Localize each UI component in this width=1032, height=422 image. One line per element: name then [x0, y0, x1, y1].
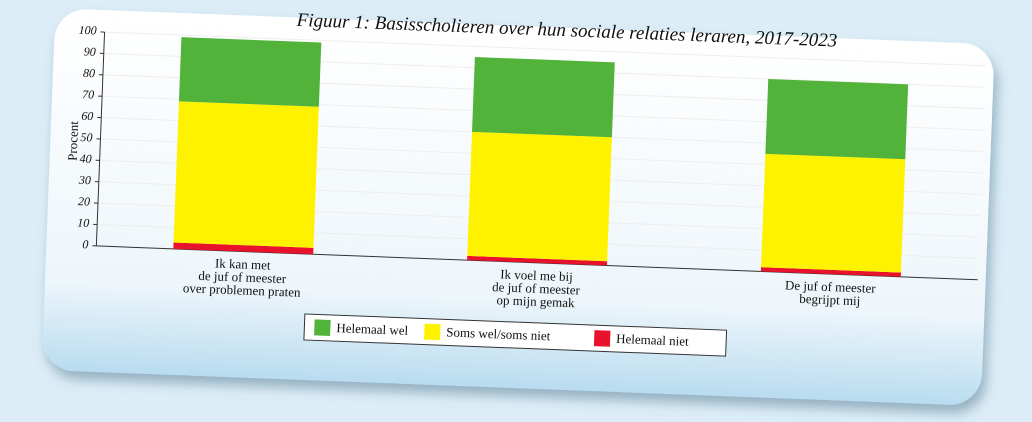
- y-tick-label: 0: [82, 237, 89, 251]
- y-tick-label: 70: [82, 87, 95, 101]
- legend-swatch: [593, 330, 611, 347]
- x-tick-label: Ik voel me bij: [500, 266, 573, 284]
- x-tick-label: begrijpt mij: [799, 291, 861, 308]
- y-tick-label: 50: [80, 130, 93, 144]
- legend-swatch: [423, 323, 441, 341]
- bar-segment: [760, 267, 901, 277]
- x-tick-label: Ik kan met: [215, 255, 272, 272]
- legend-box: [303, 313, 728, 357]
- y-tick-label: 60: [81, 109, 94, 123]
- y-tick-label: 20: [78, 194, 91, 208]
- legend-label: Helemaal niet: [616, 331, 689, 349]
- y-tick-label: 90: [84, 44, 97, 58]
- x-tick-label: de juf of meester: [198, 268, 287, 286]
- y-tick-label: 10: [77, 216, 90, 230]
- bar-segment: [467, 131, 612, 262]
- grid-line: [104, 31, 986, 67]
- y-tick-label: 80: [83, 66, 96, 80]
- bar-segment: [761, 153, 906, 273]
- y-axis: [95, 32, 106, 246]
- legend-label: Soms wel/soms niet: [446, 324, 551, 343]
- bar-segment: [472, 57, 615, 138]
- x-tick-label: De juf of meester: [785, 277, 877, 295]
- bar-segment: [173, 242, 314, 255]
- card: Figuur 1: Basisscholieren over hun socia…: [42, 9, 994, 405]
- x-tick-label: de juf of meester: [492, 279, 581, 297]
- y-axis-label: Procent: [65, 120, 82, 161]
- y-tick-label: 40: [79, 151, 92, 165]
- y-tick-label: 30: [78, 173, 92, 187]
- bar-segment: [178, 37, 322, 107]
- x-tick-label: op mijn gemak: [496, 292, 575, 310]
- bar-segment: [467, 255, 608, 266]
- y-tick-label: 100: [78, 23, 97, 38]
- x-tick-label: over problemen praten: [183, 280, 302, 300]
- bar-segment: [173, 101, 319, 248]
- legend-label: Helemaal wel: [336, 320, 409, 338]
- legend-swatch: [314, 319, 331, 336]
- bar-segment: [765, 78, 909, 160]
